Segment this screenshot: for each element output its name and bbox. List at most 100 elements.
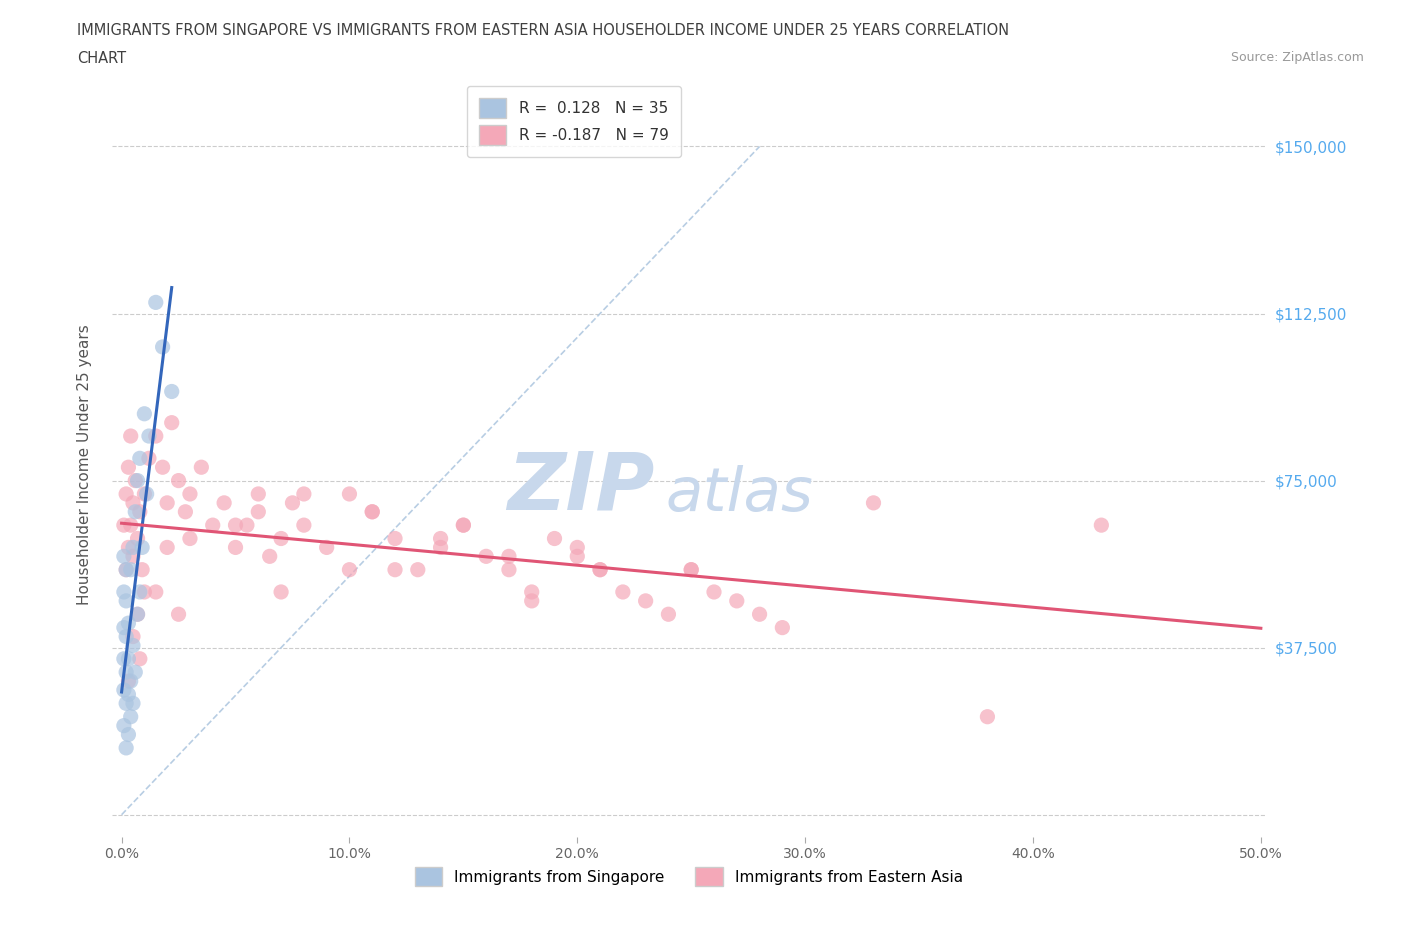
Point xyxy=(201,518,224,533)
Text: CHART: CHART xyxy=(77,51,127,66)
Text: atlas: atlas xyxy=(666,465,814,525)
Point xyxy=(131,540,153,555)
Point xyxy=(120,429,142,444)
Text: IMMIGRANTS FROM SINGAPORE VS IMMIGRANTS FROM EASTERN ASIA HOUSEHOLDER INCOME UND: IMMIGRANTS FROM SINGAPORE VS IMMIGRANTS … xyxy=(77,23,1010,38)
Point xyxy=(115,629,138,644)
Point xyxy=(115,593,138,608)
Point xyxy=(612,585,634,600)
Point xyxy=(725,593,748,608)
Point xyxy=(453,518,475,533)
Point xyxy=(145,295,167,310)
Point xyxy=(127,531,149,546)
Point xyxy=(429,540,451,555)
Point xyxy=(120,518,142,533)
Point xyxy=(190,459,212,474)
Point xyxy=(770,620,793,635)
Point xyxy=(657,606,679,621)
Point xyxy=(160,384,183,399)
Point xyxy=(167,473,190,488)
Point xyxy=(112,651,135,666)
Legend: Immigrants from Singapore, Immigrants from Eastern Asia: Immigrants from Singapore, Immigrants fr… xyxy=(409,861,969,893)
Point xyxy=(1090,518,1112,533)
Point xyxy=(384,531,406,546)
Point xyxy=(361,504,384,519)
Point xyxy=(339,486,361,501)
Point xyxy=(115,563,138,578)
Point xyxy=(543,531,565,546)
Text: ZIP: ZIP xyxy=(508,448,654,526)
Point xyxy=(115,486,138,501)
Point xyxy=(128,504,150,519)
Point xyxy=(112,585,135,600)
Point xyxy=(128,451,150,466)
Y-axis label: Householder Income Under 25 years: Householder Income Under 25 years xyxy=(77,325,91,605)
Point xyxy=(429,531,451,546)
Point xyxy=(156,540,179,555)
Point xyxy=(681,563,703,578)
Point xyxy=(117,459,139,474)
Point xyxy=(567,540,589,555)
Point xyxy=(179,486,201,501)
Point xyxy=(112,518,135,533)
Point xyxy=(127,606,149,621)
Point xyxy=(134,486,156,501)
Point xyxy=(127,606,149,621)
Point xyxy=(120,673,142,688)
Point xyxy=(225,540,247,555)
Point xyxy=(117,727,139,742)
Point xyxy=(117,540,139,555)
Point xyxy=(128,585,150,600)
Point xyxy=(117,673,139,688)
Point xyxy=(135,486,157,501)
Point xyxy=(167,606,190,621)
Point xyxy=(281,496,304,511)
Point xyxy=(292,518,315,533)
Point xyxy=(681,563,703,578)
Point xyxy=(498,549,520,564)
Point xyxy=(976,710,998,724)
Point xyxy=(225,518,247,533)
Point xyxy=(259,549,281,564)
Point xyxy=(174,504,197,519)
Point xyxy=(384,563,406,578)
Point xyxy=(520,585,543,600)
Point xyxy=(115,563,138,578)
Point xyxy=(862,496,884,511)
Point xyxy=(145,585,167,600)
Point xyxy=(115,665,138,680)
Point xyxy=(138,451,160,466)
Point xyxy=(236,518,259,533)
Point xyxy=(315,540,337,555)
Point xyxy=(160,415,183,430)
Point xyxy=(122,540,145,555)
Point xyxy=(117,651,139,666)
Point xyxy=(138,429,160,444)
Point xyxy=(122,496,145,511)
Point xyxy=(131,563,153,578)
Point xyxy=(247,504,270,519)
Point xyxy=(520,593,543,608)
Point xyxy=(179,531,201,546)
Point xyxy=(134,585,156,600)
Point xyxy=(124,504,146,519)
Point xyxy=(120,710,142,724)
Point xyxy=(112,620,135,635)
Point xyxy=(152,459,174,474)
Text: Source: ZipAtlas.com: Source: ZipAtlas.com xyxy=(1230,51,1364,64)
Point xyxy=(589,563,612,578)
Point xyxy=(112,549,135,564)
Point xyxy=(247,486,270,501)
Point xyxy=(122,549,145,564)
Point xyxy=(122,638,145,653)
Point xyxy=(361,504,384,519)
Point xyxy=(115,740,138,755)
Point xyxy=(748,606,770,621)
Point xyxy=(270,585,292,600)
Point xyxy=(703,585,725,600)
Point xyxy=(124,665,146,680)
Point xyxy=(292,486,315,501)
Point xyxy=(270,531,292,546)
Point xyxy=(475,549,498,564)
Point xyxy=(567,549,589,564)
Point xyxy=(453,518,475,533)
